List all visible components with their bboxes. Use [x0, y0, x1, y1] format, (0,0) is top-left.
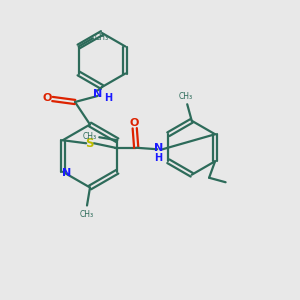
- Text: H: H: [154, 153, 163, 163]
- Text: CH₃: CH₃: [95, 32, 109, 41]
- Text: N: N: [94, 88, 103, 99]
- Text: N: N: [154, 143, 163, 153]
- Text: H: H: [104, 93, 112, 103]
- Text: N: N: [62, 168, 71, 178]
- Text: CH₃: CH₃: [80, 210, 94, 219]
- Text: CH₃: CH₃: [179, 92, 193, 101]
- Text: CH₃: CH₃: [82, 132, 96, 141]
- Text: O: O: [42, 93, 52, 103]
- Text: S: S: [85, 137, 94, 150]
- Text: O: O: [129, 118, 139, 128]
